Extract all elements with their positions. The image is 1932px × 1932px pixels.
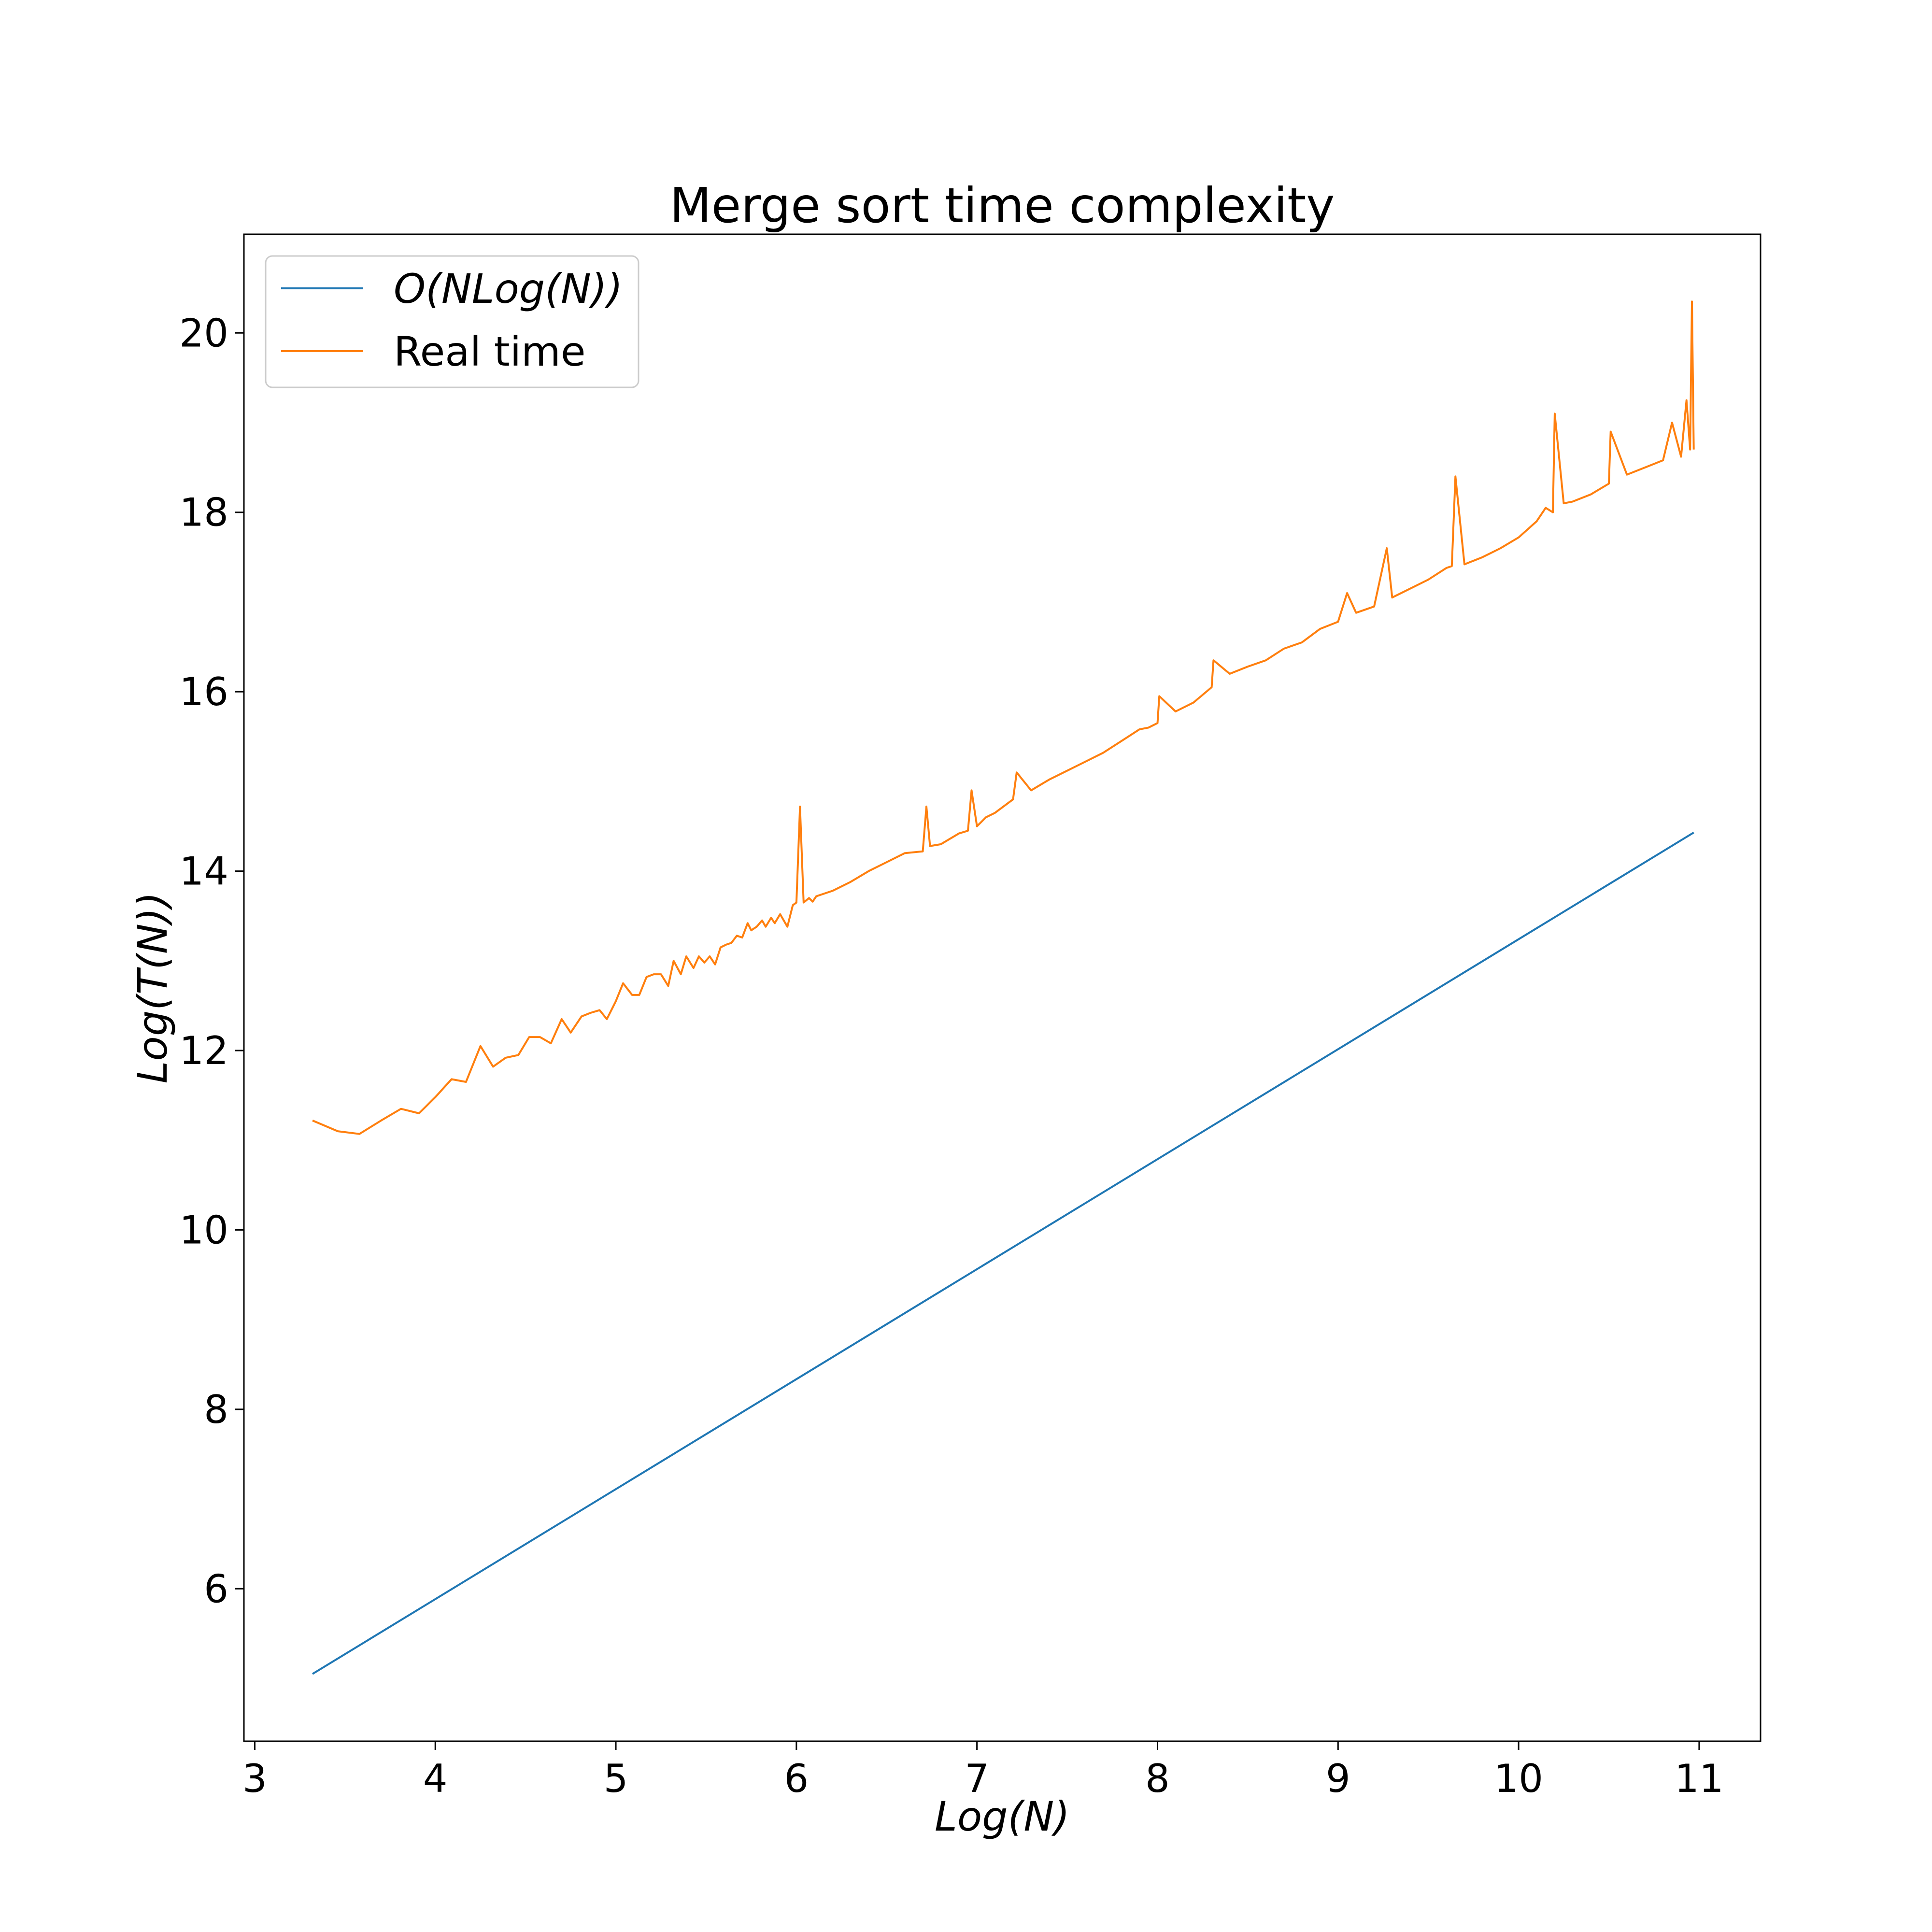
legend: O(NLog(N)) Real time [265, 255, 639, 388]
legend-label-real-time: Real time [394, 328, 586, 375]
chart-title: Merge sort time complexity [669, 177, 1335, 234]
series-line-1 [312, 300, 1695, 1135]
y-tick-label: 10 [179, 1208, 228, 1252]
x-tick-label: 9 [1326, 1756, 1350, 1801]
y-tick-label: 12 [179, 1028, 228, 1073]
series-line-0 [312, 831, 1694, 1675]
x-axis-ticks: 3 4 5 6 7 8 9 10 11 [242, 1741, 1724, 1801]
x-tick-label: 8 [1145, 1756, 1170, 1801]
plot-frame [243, 233, 1762, 1742]
x-tick-label: 10 [1494, 1756, 1543, 1801]
y-tick-label: 6 [204, 1566, 228, 1611]
y-tick-label: 20 [179, 311, 228, 355]
x-tick-label: 6 [784, 1756, 809, 1801]
x-tick-label: 5 [604, 1756, 628, 1801]
y-tick-label: 8 [204, 1387, 228, 1432]
x-tick-label: 4 [423, 1756, 448, 1801]
x-tick-label: 3 [242, 1756, 267, 1801]
y-tick-label: 14 [179, 849, 228, 894]
y-axis-label: Log(T(N)) [129, 892, 176, 1084]
legend-label-o-nlogn: O(NLog(N)) [394, 265, 623, 313]
y-axis-ticks: 6 8 10 12 14 16 18 20 [179, 311, 244, 1611]
x-tick-label: 7 [965, 1756, 989, 1801]
y-tick-label: 18 [179, 490, 228, 535]
x-tick-label: 11 [1675, 1756, 1724, 1801]
y-tick-label: 16 [179, 669, 228, 714]
series-layer [312, 300, 1695, 1675]
x-axis-label: Log(N) [935, 1793, 1070, 1840]
